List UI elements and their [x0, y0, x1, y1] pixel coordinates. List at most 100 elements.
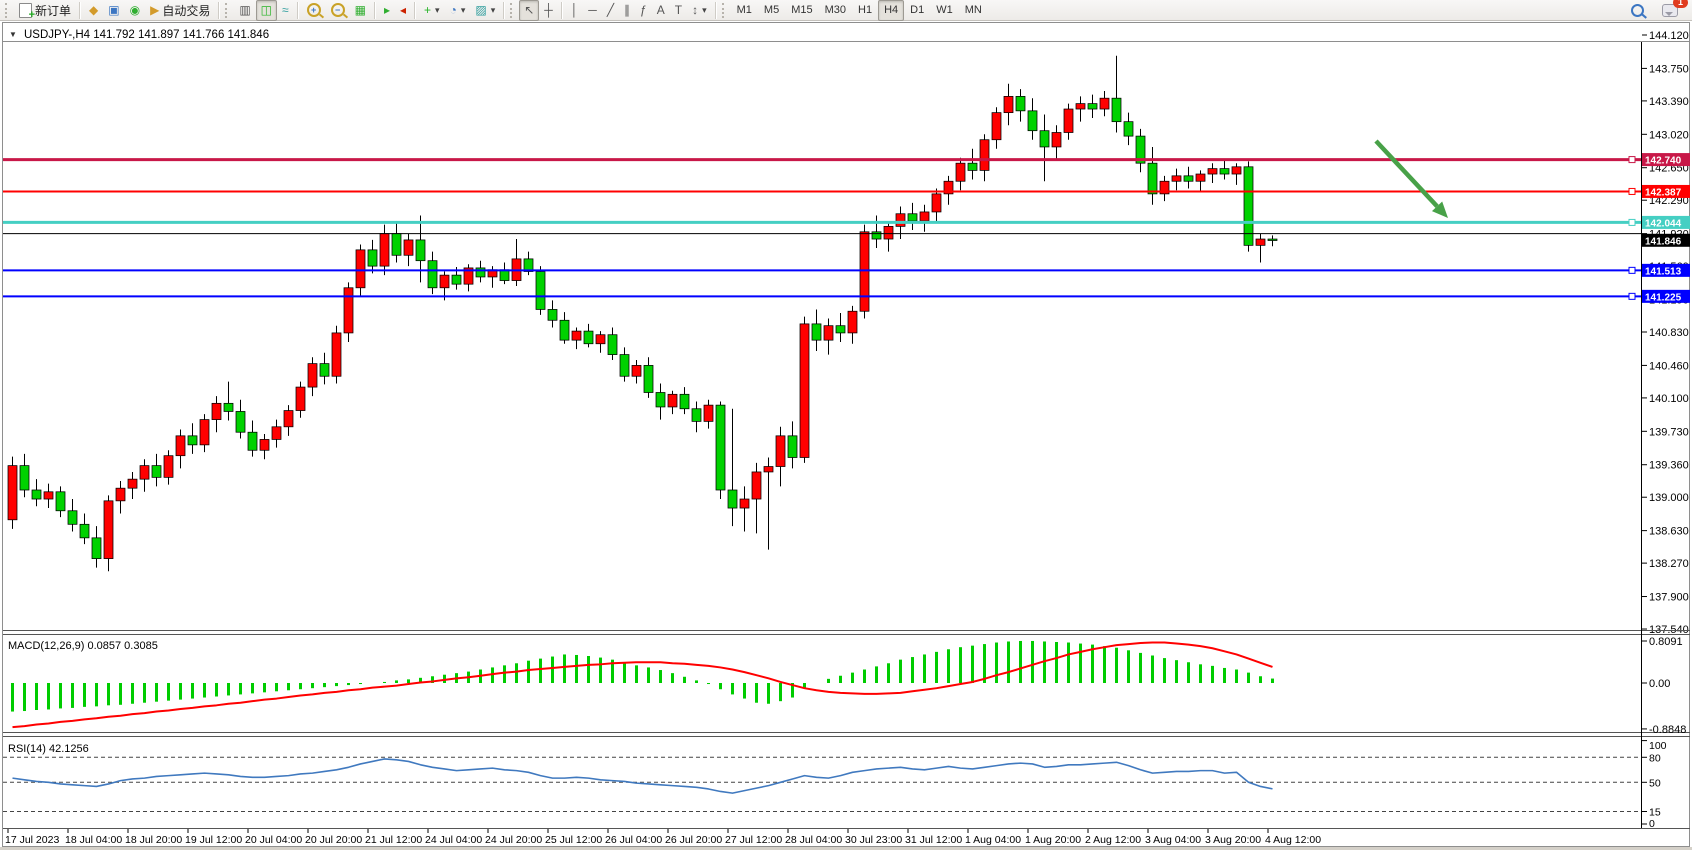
channel-button[interactable]: ∥ [619, 0, 635, 21]
chat-button[interactable]: 1 [1657, 0, 1688, 21]
macd-plot-area[interactable] [3, 637, 1641, 730]
bid-price-label: 141.846 [1645, 236, 1682, 247]
trendline-button[interactable]: ╱ [602, 0, 619, 21]
horizontal-line-button[interactable]: ─ [583, 0, 602, 21]
text-label-button[interactable]: T [670, 0, 687, 21]
candle-up [1231, 166, 1242, 175]
price-axis-label: 140.100 [1649, 393, 1689, 405]
candle-down [1015, 96, 1026, 112]
window-bottom-edge [0, 847, 1692, 850]
crosshair-button[interactable]: ┼ [539, 0, 558, 21]
fibonacci-button[interactable]: ƒ [635, 0, 652, 21]
line-handle[interactable] [1628, 156, 1636, 164]
timeframe-m1-button[interactable]: M1 [736, 4, 752, 16]
candle-down [1135, 135, 1146, 164]
candle-down [1267, 238, 1278, 241]
candle-down [967, 162, 978, 171]
candle-down [1219, 168, 1230, 175]
bar-chart-icon: ▥ [239, 3, 251, 17]
timeframe-w1-button[interactable]: W1 [936, 4, 953, 16]
candle-up [703, 404, 714, 422]
tile-windows-button[interactable]: ▦ [350, 0, 371, 21]
timeframe-d1-button[interactable]: D1 [910, 4, 925, 16]
periods-button[interactable]: ◔ ▾ [445, 0, 471, 21]
auto-scroll-button[interactable]: ▸ [379, 0, 395, 21]
candle-up [931, 193, 942, 213]
candlestick-chart-button[interactable]: ◫ [255, 0, 278, 21]
candle-down [187, 435, 198, 446]
toolbar-grip [721, 2, 727, 18]
candle-up [751, 471, 762, 500]
candle-down [1039, 130, 1050, 148]
timeframe-m30-button[interactable]: M30 [824, 4, 846, 16]
toolbar-separator [414, 1, 417, 19]
zoom-out-icon: − [330, 3, 345, 17]
arrows-tool-button[interactable]: ↕ ▾ [687, 0, 712, 21]
line-handle[interactable] [1628, 218, 1636, 226]
market-button[interactable]: ◆ [84, 0, 103, 21]
timeframe-h1-button[interactable]: H1 [858, 4, 873, 16]
date-axis-label: 4 Aug 12:00 [1265, 834, 1321, 846]
candle-down [835, 325, 846, 334]
candle-up [979, 139, 990, 171]
candle-up [883, 226, 894, 240]
line-handle[interactable] [1628, 187, 1636, 195]
price-axis-label: 143.020 [1649, 129, 1689, 141]
candle-up [1159, 180, 1170, 195]
zoom-in-button[interactable]: + [302, 0, 326, 21]
candle-down [415, 239, 426, 262]
date-axis-label: 20 Jul 04:00 [245, 834, 302, 846]
candle-up [667, 393, 678, 408]
candle-up [1255, 238, 1266, 246]
candle-down [319, 363, 330, 377]
new-order-button[interactable]: + 新订单 [14, 0, 76, 21]
cursor-button[interactable]: ↖ [519, 0, 540, 21]
chat-icon [1662, 3, 1678, 17]
timeframe-m15-button[interactable]: M15 [791, 4, 813, 16]
chart-shift-button[interactable]: ◂ [395, 0, 411, 21]
text-button[interactable]: A [652, 0, 670, 21]
candle-up [847, 310, 858, 334]
line-handle[interactable] [1628, 266, 1636, 274]
bar-chart-button[interactable]: ▥ [234, 0, 255, 21]
price-line-tag-label: 141.513 [1645, 266, 1682, 277]
trend-arrow-head[interactable] [1431, 201, 1448, 218]
candle-down [1147, 162, 1158, 195]
search-button[interactable] [1626, 0, 1649, 21]
auto-trading-button[interactable]: ▶ 自动交易 [145, 0, 215, 21]
candle-down [871, 231, 882, 240]
price-axis-label: 144.120 [1649, 30, 1689, 42]
line-chart-button[interactable]: ≈ [277, 0, 294, 21]
candle-down [151, 465, 162, 478]
candle-up [439, 274, 450, 289]
chart-window: ▼ USDJPY-,H4 141.792 141.897 141.766 141.… [0, 21, 1692, 850]
candle-down [583, 330, 594, 345]
candle-up [1171, 175, 1182, 182]
cursor-icon: ↖ [524, 3, 535, 17]
price-axis-label: 139.000 [1649, 492, 1689, 504]
price-plot-area[interactable] [3, 42, 1641, 630]
chart-canvas[interactable]: ▼ USDJPY-,H4 141.792 141.897 141.766 141.… [0, 21, 1692, 850]
timeframe-m5-button[interactable]: M5 [763, 4, 780, 16]
rsi-plot-area[interactable] [3, 739, 1641, 827]
trend-arrow-shaft[interactable] [1374, 139, 1439, 208]
toolbar-separator [373, 1, 376, 19]
search-icon [1631, 3, 1644, 17]
crosshair-icon: ┼ [544, 3, 553, 17]
signals-button[interactable]: ◉ [125, 0, 145, 21]
candle-down [475, 267, 486, 278]
vertical-line-button[interactable]: │ [566, 0, 584, 21]
candle-down [55, 491, 66, 512]
candle-down [367, 249, 378, 267]
date-axis-label: 1 Aug 04:00 [965, 834, 1021, 846]
zoom-out-button[interactable]: − [326, 0, 350, 21]
line-handle[interactable] [1628, 292, 1636, 300]
macd-label: MACD(12,26,9) 0.0857 0.3085 [8, 640, 158, 652]
candle-up [1099, 97, 1110, 110]
timeframe-mn-button[interactable]: MN [964, 4, 982, 16]
templates-button[interactable]: ▨ ▾ [470, 0, 500, 21]
indicators-button[interactable]: + ▾ [419, 0, 445, 21]
line-chart-icon: ≈ [282, 3, 289, 17]
vps-hosting-button[interactable]: ▣ [103, 0, 124, 21]
timeframe-h4-button[interactable]: H4 [878, 0, 905, 21]
